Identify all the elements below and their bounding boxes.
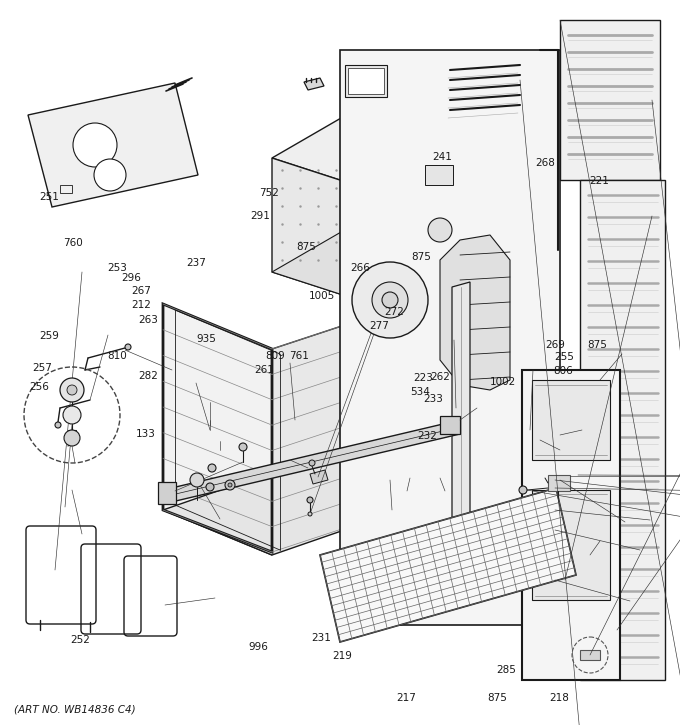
Bar bbox=[60, 185, 72, 193]
Polygon shape bbox=[340, 50, 560, 625]
Circle shape bbox=[206, 483, 214, 491]
Text: 259: 259 bbox=[39, 331, 59, 341]
Polygon shape bbox=[386, 92, 460, 230]
Text: 875: 875 bbox=[411, 252, 431, 262]
Bar bbox=[532, 490, 610, 600]
Text: 296: 296 bbox=[121, 273, 141, 283]
Bar bbox=[348, 68, 384, 94]
Text: 221: 221 bbox=[589, 176, 609, 186]
Text: 232: 232 bbox=[417, 431, 437, 441]
Circle shape bbox=[307, 497, 313, 503]
Text: 233: 233 bbox=[423, 394, 443, 404]
Text: 996: 996 bbox=[248, 642, 269, 652]
Text: 217: 217 bbox=[396, 693, 417, 703]
Text: 219: 219 bbox=[332, 651, 352, 661]
Polygon shape bbox=[522, 370, 620, 680]
Circle shape bbox=[382, 292, 398, 308]
Bar bbox=[345, 65, 387, 97]
Text: 223: 223 bbox=[413, 373, 433, 384]
Text: 212: 212 bbox=[131, 299, 152, 310]
Text: 251: 251 bbox=[39, 192, 59, 202]
Polygon shape bbox=[163, 445, 460, 555]
Text: 1002: 1002 bbox=[490, 377, 516, 387]
Text: 252: 252 bbox=[70, 635, 90, 645]
Text: 1005: 1005 bbox=[309, 291, 335, 301]
Text: 261: 261 bbox=[254, 365, 275, 375]
Text: 760: 760 bbox=[63, 238, 84, 248]
Polygon shape bbox=[272, 92, 460, 182]
Text: 133: 133 bbox=[135, 428, 156, 439]
Text: 809: 809 bbox=[265, 351, 285, 361]
Bar bbox=[532, 380, 610, 460]
Circle shape bbox=[372, 282, 408, 318]
Circle shape bbox=[64, 430, 80, 446]
Bar bbox=[580, 650, 600, 660]
Circle shape bbox=[63, 406, 81, 424]
Text: 810: 810 bbox=[107, 351, 127, 361]
Text: 935: 935 bbox=[196, 334, 216, 344]
Text: 263: 263 bbox=[138, 315, 158, 325]
Circle shape bbox=[225, 480, 235, 490]
Text: (ART NO. WB14836 C4): (ART NO. WB14836 C4) bbox=[14, 705, 135, 715]
Text: 277: 277 bbox=[369, 321, 389, 331]
Bar bbox=[158, 482, 176, 504]
Text: 267: 267 bbox=[131, 286, 152, 297]
Circle shape bbox=[125, 344, 131, 350]
Text: 534: 534 bbox=[410, 387, 430, 397]
Text: 218: 218 bbox=[549, 693, 570, 703]
Text: 285: 285 bbox=[496, 665, 517, 675]
Circle shape bbox=[308, 512, 312, 516]
Polygon shape bbox=[304, 78, 324, 90]
Polygon shape bbox=[452, 282, 470, 560]
Polygon shape bbox=[163, 420, 460, 504]
Text: 875: 875 bbox=[296, 241, 317, 252]
Circle shape bbox=[519, 486, 527, 494]
Polygon shape bbox=[28, 83, 198, 207]
Polygon shape bbox=[272, 158, 346, 296]
Text: 241: 241 bbox=[432, 152, 452, 162]
Circle shape bbox=[228, 483, 232, 487]
Text: 269: 269 bbox=[545, 340, 565, 350]
Circle shape bbox=[60, 378, 84, 402]
Polygon shape bbox=[320, 488, 576, 642]
Text: 291: 291 bbox=[250, 211, 271, 221]
Circle shape bbox=[208, 464, 216, 472]
Circle shape bbox=[94, 159, 126, 191]
Circle shape bbox=[55, 422, 61, 428]
Text: 272: 272 bbox=[384, 307, 405, 317]
Text: 231: 231 bbox=[311, 633, 331, 643]
Text: 752: 752 bbox=[259, 188, 279, 198]
Polygon shape bbox=[163, 304, 272, 555]
Text: 806: 806 bbox=[553, 366, 573, 376]
Text: 282: 282 bbox=[138, 371, 158, 381]
Text: 262: 262 bbox=[430, 372, 450, 382]
Circle shape bbox=[190, 473, 204, 487]
Text: 875: 875 bbox=[487, 693, 507, 703]
Polygon shape bbox=[310, 470, 328, 484]
Polygon shape bbox=[440, 235, 510, 390]
Circle shape bbox=[428, 218, 452, 242]
Bar bbox=[548, 475, 570, 491]
Bar bbox=[425, 165, 453, 185]
Circle shape bbox=[73, 123, 117, 167]
Text: 761: 761 bbox=[289, 351, 309, 361]
Text: 255: 255 bbox=[554, 352, 575, 362]
Circle shape bbox=[67, 385, 77, 395]
Text: 253: 253 bbox=[107, 263, 127, 273]
Text: 237: 237 bbox=[186, 258, 206, 268]
Circle shape bbox=[239, 443, 247, 451]
Text: 256: 256 bbox=[29, 382, 50, 392]
Text: 257: 257 bbox=[32, 362, 52, 373]
Polygon shape bbox=[272, 206, 460, 296]
Polygon shape bbox=[580, 180, 665, 680]
Text: 266: 266 bbox=[350, 263, 371, 273]
Polygon shape bbox=[272, 287, 460, 552]
Circle shape bbox=[352, 262, 428, 338]
Circle shape bbox=[309, 460, 315, 466]
Text: 875: 875 bbox=[587, 340, 607, 350]
Text: 268: 268 bbox=[535, 158, 556, 168]
Bar bbox=[440, 416, 460, 434]
Polygon shape bbox=[560, 20, 660, 180]
